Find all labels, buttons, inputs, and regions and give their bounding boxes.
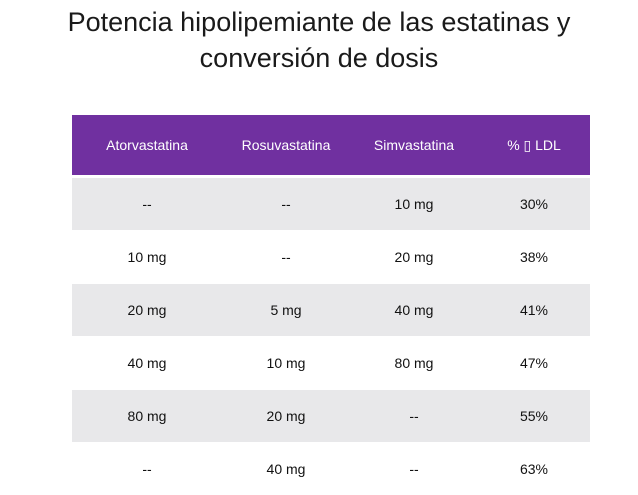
table-cell: 10 mg: [72, 231, 222, 284]
table-cell: 40 mg: [72, 337, 222, 390]
slide: Potencia hipolipemiante de las estatinas…: [0, 0, 638, 479]
header-cell: Simvastatina: [350, 115, 478, 177]
table-cell: 10 mg: [350, 177, 478, 231]
table-cell: --: [222, 231, 350, 284]
table-cell: 47%: [478, 337, 590, 390]
table-cell: --: [350, 443, 478, 495]
table-row: --40 mg--63%: [72, 443, 590, 495]
table-cell: 5 mg: [222, 284, 350, 337]
table-cell: 41%: [478, 284, 590, 337]
table-cell: 20 mg: [350, 231, 478, 284]
title-line: conversión de dosis: [0, 40, 638, 76]
table-cell: 30%: [478, 177, 590, 231]
header-cell: % ▯ LDL: [478, 115, 590, 177]
table-cell: --: [72, 443, 222, 495]
table-cell: 63%: [478, 443, 590, 495]
header-cell: Rosuvastatina: [222, 115, 350, 177]
table-cell: 10 mg: [222, 337, 350, 390]
header-cell: Atorvastatina: [72, 115, 222, 177]
table-cell: --: [72, 177, 222, 231]
table-cell: 20 mg: [72, 284, 222, 337]
table-cell: 40 mg: [350, 284, 478, 337]
table-cell: 80 mg: [350, 337, 478, 390]
table-cell: 20 mg: [222, 390, 350, 443]
table-cell: 40 mg: [222, 443, 350, 495]
table-cell: --: [350, 390, 478, 443]
table-cell: 38%: [478, 231, 590, 284]
table-cell: --: [222, 177, 350, 231]
table-cell: 55%: [478, 390, 590, 443]
table-cell: 80 mg: [72, 390, 222, 443]
slide-title: Potencia hipolipemiante de las estatinas…: [0, 4, 638, 76]
title-line: Potencia hipolipemiante de las estatinas…: [0, 4, 638, 40]
